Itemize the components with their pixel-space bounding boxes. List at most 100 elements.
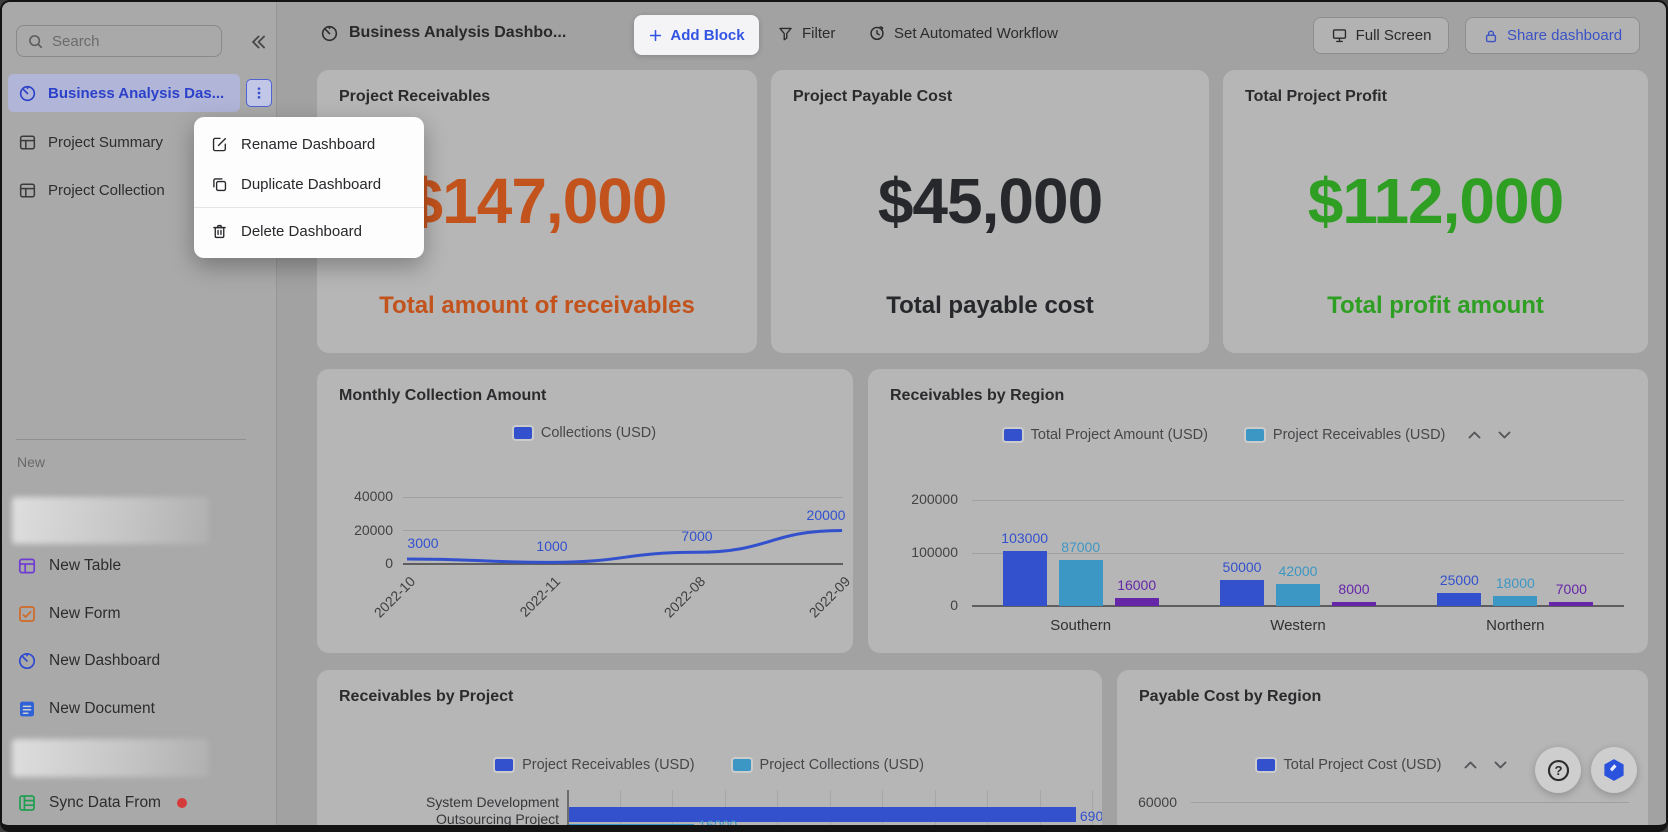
kpi-value: $45,000 [877, 165, 1103, 237]
filter-button[interactable]: Filter [777, 2, 835, 64]
legend-label: Project Receivables (USD) [1272, 427, 1446, 443]
chart-card-receivables-by-project: Receivables by Project Project Receivabl… [317, 670, 1102, 827]
bar [1220, 579, 1264, 606]
base-assistant-button[interactable] [1591, 747, 1637, 793]
dashboard-gauge-icon [19, 85, 36, 101]
table-icon [19, 182, 36, 198]
category-label: System Development [425, 794, 559, 810]
chart-legend: Total Project Cost (USD) [1117, 757, 1648, 773]
category-label: Western [1270, 617, 1326, 634]
notification-dot [176, 798, 187, 808]
legend-swatch [1256, 759, 1275, 771]
legend-next-icon[interactable] [1497, 430, 1512, 440]
bar [1437, 592, 1482, 606]
sidebar-item-label: Business Analysis Das... [48, 84, 225, 102]
sidebar-item-new-dashboard[interactable]: New Dashboard [12, 644, 240, 678]
set-workflow-label: Set Automated Workflow [894, 24, 1058, 42]
bar [569, 824, 695, 825]
sidebar-item-sync-data-from[interactable]: Sync Data From [12, 786, 240, 820]
legend-swatch [513, 427, 532, 439]
bar-value-label: 18000 [1495, 575, 1535, 592]
menu-item-rename-dashboard[interactable]: Rename Dashboard [194, 124, 424, 164]
legend-label: Collections (USD) [540, 425, 657, 441]
help-button[interactable]: ? [1535, 747, 1581, 793]
horizontal-bar-chart: Project Receivables (USD) Project Collect… [317, 670, 1102, 827]
double-chevron-left-icon [252, 35, 265, 49]
sidebar-item-label: New Table [49, 557, 122, 574]
category-label: Outsourcing Project [436, 811, 559, 827]
presentation-screen-icon [1332, 29, 1346, 43]
menu-item-label: Duplicate Dashboard [241, 175, 382, 193]
legend-prev-icon[interactable] [1467, 430, 1482, 440]
dashboard-title: Business Analysis Dashbo... [320, 2, 566, 64]
line-series [406, 529, 843, 564]
chart-title: Monthly Collection Amount [339, 387, 547, 404]
kpi-title: Total Project Profit [1245, 88, 1387, 105]
sidebar-item-label: New Document [49, 700, 155, 717]
legend-pagination [1463, 760, 1508, 770]
sidebar-item-label: Project Summary [48, 133, 164, 151]
sidebar-item-label: New Form [49, 605, 121, 622]
legend-swatch [1003, 429, 1022, 441]
kpi-subtitle: Total payable cost [886, 292, 1094, 319]
bar [1493, 596, 1538, 606]
bar-value-label: 8000 [1338, 580, 1370, 597]
sidebar-item-business-analysis-dashboard[interactable]: Business Analysis Das... [8, 74, 240, 112]
legend-item[interactable]: Project Receivables (USD) [495, 757, 695, 773]
kpi-subtitle: Total amount of receivables [379, 292, 695, 319]
gridline [403, 530, 843, 531]
sidebar-item-project-collection[interactable]: Project Collection [8, 172, 240, 208]
legend-item[interactable]: Total Project Amount (USD) [1003, 427, 1208, 443]
bar-value-label: 690 [1079, 808, 1102, 824]
bar-value-label: 103000 [1001, 530, 1049, 547]
sidebar-collapse-button[interactable] [247, 31, 269, 53]
share-dashboard-label: Share dashboard [1506, 27, 1623, 44]
search-placeholder: Search [52, 32, 100, 50]
legend-next-icon[interactable] [1493, 760, 1508, 770]
sidebar-item-new-table[interactable]: New Table [12, 549, 240, 583]
chart-legend: Project Receivables (USD) Project Collect… [317, 757, 1102, 773]
legend-item[interactable]: Collections (USD) [513, 425, 657, 441]
bar-value-label: 25000 [1439, 571, 1479, 588]
chart-title: Receivables by Region [890, 387, 1065, 404]
sidebar-item-new-form[interactable]: New Form [12, 597, 240, 631]
kpi-subtitle: Total profit amount [1327, 292, 1544, 319]
legend-item[interactable]: Total Project Cost (USD) [1256, 757, 1441, 773]
kpi-card-project-payable-cost: Project Payable Cost $45,000 Total payab… [771, 70, 1209, 353]
legend-item[interactable]: Project Receivables (USD) [1245, 427, 1446, 443]
chart-legend: Total Project Amount (USD) Project Receiv… [868, 427, 1648, 443]
y-axis-tick: 60000 [1138, 794, 1177, 810]
x-axis-tick: 2022-10 [370, 573, 419, 621]
legend-prev-icon[interactable] [1463, 760, 1478, 770]
add-block-label: Add Block [670, 26, 745, 44]
search-icon [29, 34, 43, 48]
data-point-label: 20000 [806, 506, 846, 523]
menu-item-delete-dashboard[interactable]: Delete Dashboard [194, 211, 424, 251]
set-automated-workflow-button[interactable]: Set Automated Workflow [868, 2, 1058, 64]
legend-label: Project Collections (USD) [759, 757, 924, 773]
add-block-button[interactable]: Add Block [634, 15, 759, 55]
search-input[interactable]: Search [16, 25, 222, 57]
automation-clock-icon [870, 26, 884, 41]
lock-icon [1485, 30, 1497, 42]
kpi-title: Project Payable Cost [793, 88, 953, 105]
x-axis-line [972, 605, 1624, 607]
legend-item[interactable]: Project Collections (USD) [732, 757, 924, 773]
line-chart: Collections (USD) 0 20000 40000 3000 1000 7000… [317, 369, 853, 653]
legend-label: Total Project Amount (USD) [1030, 427, 1208, 443]
sidebar-item-new-document[interactable]: New Document [12, 692, 240, 726]
full-screen-button[interactable]: Full Screen [1313, 17, 1449, 54]
sidebar-item-label: Project Collection [48, 181, 165, 199]
chart-card-monthly-collection-amount: Monthly Collection Amount Collections (U… [317, 369, 853, 653]
bar-value-label: 16000 [1117, 576, 1157, 593]
dashboard-more-button[interactable] [246, 79, 272, 107]
redacted-item [12, 497, 209, 544]
menu-item-duplicate-dashboard[interactable]: Duplicate Dashboard [194, 164, 424, 204]
x-axis-tick: 2022-09 [805, 573, 853, 621]
share-dashboard-button[interactable]: Share dashboard [1465, 17, 1640, 54]
legend-pagination [1467, 430, 1512, 440]
category-label: Southern [1050, 617, 1112, 634]
gridline [972, 499, 1624, 501]
sidebar-item-project-summary[interactable]: Project Summary [8, 124, 240, 160]
y-axis-tick: 40000 [354, 488, 393, 504]
